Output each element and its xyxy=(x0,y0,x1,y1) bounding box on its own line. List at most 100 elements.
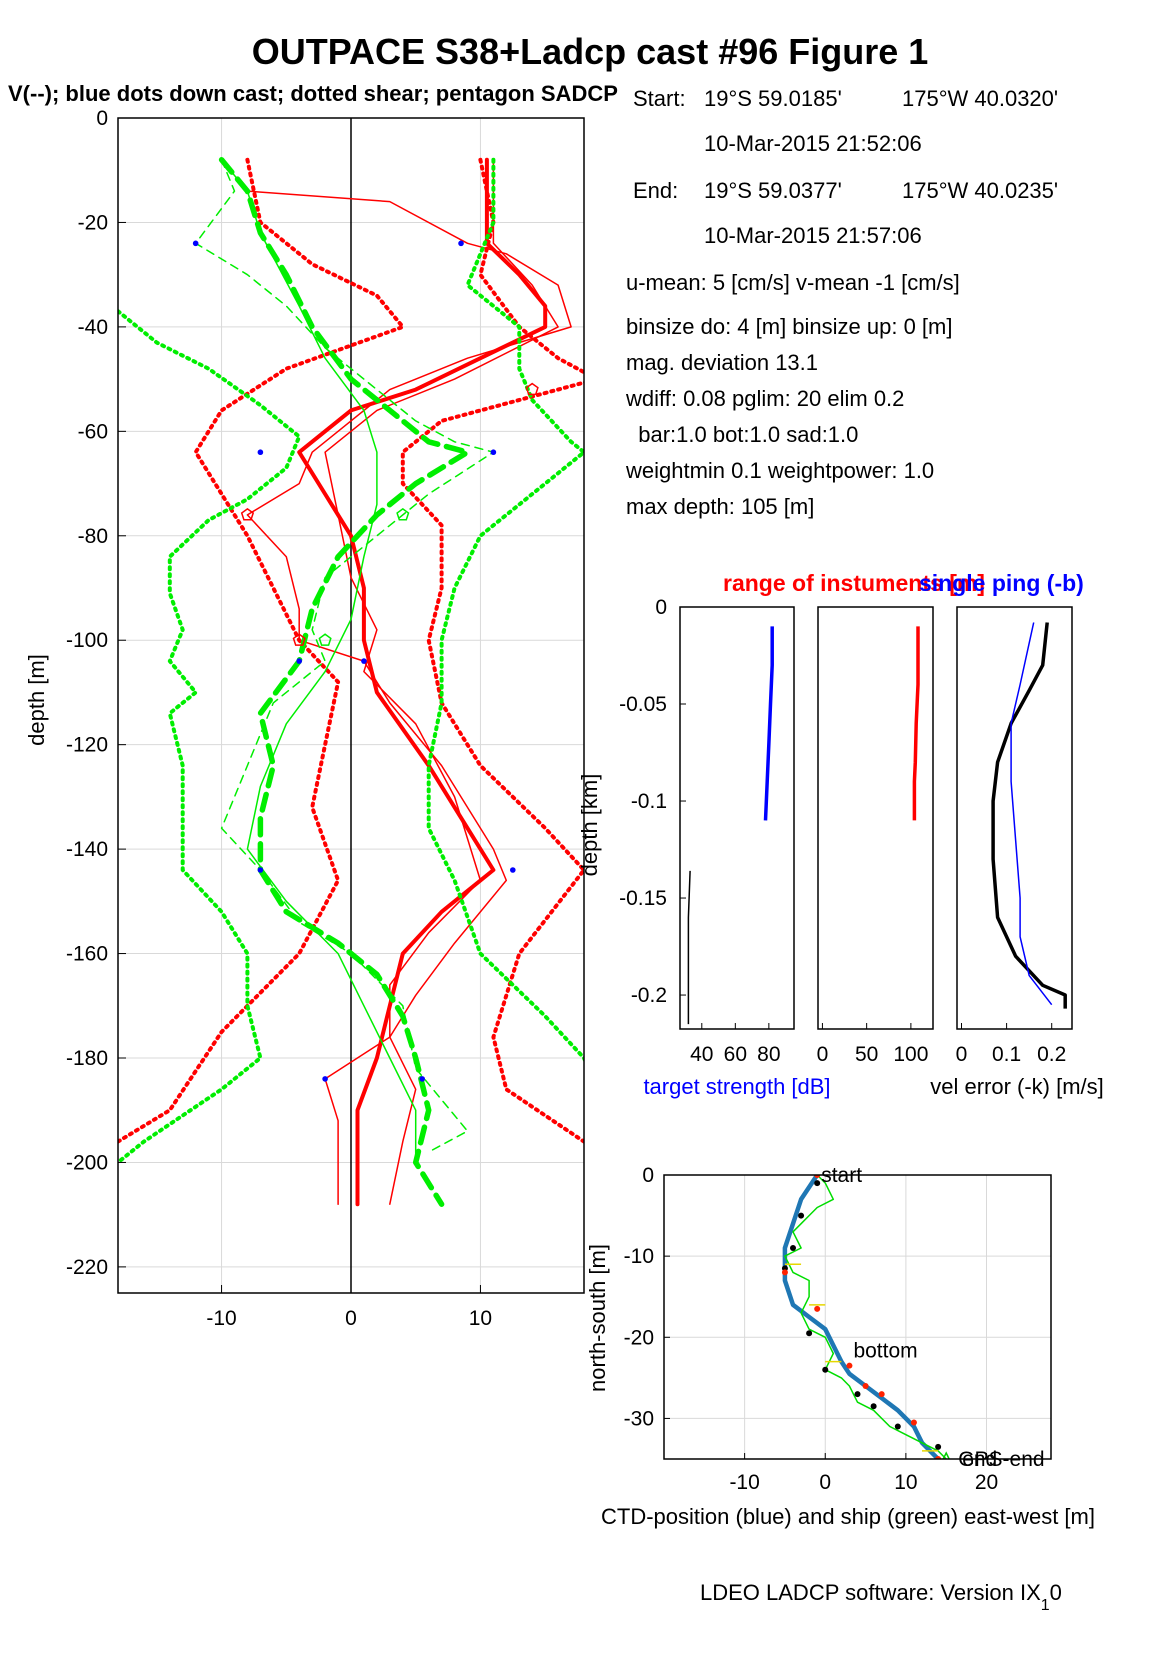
ship-fix-dot xyxy=(798,1212,805,1219)
y-tick-label: -20 xyxy=(78,211,108,234)
y-tick-label: -60 xyxy=(78,420,108,443)
target-strength-xlabel: target strength [dB] xyxy=(643,1074,830,1099)
panel-x-tick-label: 0.2 xyxy=(1037,1043,1066,1066)
panel-x-tick-label: 50 xyxy=(855,1043,878,1066)
velocity-error-frame xyxy=(956,606,1073,1030)
downcast-dot xyxy=(192,240,199,247)
weightmin: weightmin 0.1 weightpower: 1.0 xyxy=(625,458,934,483)
downcast-dot xyxy=(322,1076,328,1082)
panel-series-line xyxy=(1010,622,1053,1006)
target-strength-frame xyxy=(679,606,795,1030)
wdiff: wdiff: 0.08 pglim: 20 elim 0.2 xyxy=(625,386,904,411)
downcast-dot xyxy=(257,449,264,456)
velocity-series-line xyxy=(220,159,417,1164)
pos-y-tick-label: -20 xyxy=(624,1326,654,1349)
y-tick-label: 0 xyxy=(96,107,108,130)
ctd-fix-dot xyxy=(910,1419,917,1426)
velocity-series-line xyxy=(426,157,584,1064)
ctd-position-series xyxy=(781,1175,951,1459)
velocity-profile-ticks: -10 0 100-20-40-60-80-100-120-140-160-180-… xyxy=(66,107,492,1330)
range-axes xyxy=(817,606,934,1030)
pos-x-tick-label: -10 xyxy=(729,1471,759,1494)
ctd-fix-dot xyxy=(814,1305,821,1312)
downcast-dot xyxy=(419,1076,425,1082)
panel-y-tick-label: 0 xyxy=(655,596,667,619)
velocity-series-line xyxy=(118,309,302,1165)
sadcp-pentagon xyxy=(240,507,255,521)
panel-x-tick-label: 60 xyxy=(724,1043,747,1066)
y-tick-label: -220 xyxy=(66,1256,108,1279)
binsize: binsize do: 4 [m] binsize up: 0 [m] xyxy=(626,314,953,339)
panel-y-tick-label: -0.2 xyxy=(631,984,667,1007)
y-tick-label: -80 xyxy=(78,525,108,548)
velocity-series-line xyxy=(118,157,405,1144)
velocity-series-line xyxy=(297,157,548,1207)
downcast-dot xyxy=(458,240,464,247)
downcast-dot xyxy=(257,867,264,873)
position-annotation: start xyxy=(821,1164,862,1187)
position-annotation: end xyxy=(962,1448,997,1471)
downcast-dot xyxy=(296,658,303,664)
panel-y-tick-label: -0.15 xyxy=(619,887,667,910)
sadcp-pentagon xyxy=(292,633,306,646)
ctd-position-frame xyxy=(663,1174,1052,1460)
velocity-series-line xyxy=(324,159,559,1205)
start-time: 10-Mar-2015 21:52:06 xyxy=(704,131,922,156)
pos-x-tick-label: 20 xyxy=(975,1471,998,1494)
ship-fix-dot xyxy=(854,1391,861,1398)
cast-info: Start: 19°S 59.0185' 175°W 40.0320' 10-M… xyxy=(625,86,1058,519)
software-version: LDEO LADCP software: Version IX10 xyxy=(700,1580,1062,1614)
figure-subtitle: V(--); blue dots down cast; dotted shear… xyxy=(8,81,618,106)
ship-fix-dot xyxy=(894,1423,901,1430)
ship-track xyxy=(784,1175,947,1459)
ctd-track xyxy=(782,1175,940,1459)
panel-x-tick-label: 80 xyxy=(757,1043,780,1066)
mag-deviation: mag. deviation 13.1 xyxy=(626,350,818,375)
sadcp-pentagon xyxy=(525,382,539,396)
panel-x-tick-label: 40 xyxy=(690,1043,713,1066)
ship-fix-dot xyxy=(822,1366,829,1373)
panel-x-tick-label: 0 xyxy=(956,1043,968,1066)
ctd-fix-dot xyxy=(878,1391,885,1398)
panel-x-tick-label: 0 xyxy=(817,1043,829,1066)
software-suffix: 0 xyxy=(1050,1580,1062,1605)
y-tick-label: -120 xyxy=(66,734,108,757)
y-tick-label: -160 xyxy=(66,943,108,966)
range-frame xyxy=(817,606,934,1030)
ship-fix-dot xyxy=(814,1180,821,1187)
x-tick-label: 10 xyxy=(469,1307,492,1330)
y-tick-label: -100 xyxy=(66,629,108,652)
downcast-dot xyxy=(361,658,367,664)
mean-velocity: u-mean: 5 [cm/s] v-mean -1 [cm/s] xyxy=(626,270,960,295)
start-label: Start: xyxy=(633,86,686,111)
velocity-series-line xyxy=(218,157,471,1207)
panel-x-tick-label: 100 xyxy=(893,1043,928,1066)
velocity-error-xlabel: vel error (-k) [m/s] xyxy=(930,1074,1104,1099)
panel-series-line xyxy=(912,626,920,821)
ship-fix-dot xyxy=(870,1403,877,1410)
sadcp-pentagon xyxy=(318,633,332,646)
panel-series-line xyxy=(763,626,774,821)
panel-series-line xyxy=(991,622,1067,1009)
pos-x-tick-label: 10 xyxy=(894,1471,917,1494)
small-panel-ticks: 40 60 80 0 50 100 0 0.1 0.2 0 -0.05 -0.1 -0.15 -0.2 xyxy=(619,596,1066,1066)
pos-y-tick-label: -10 xyxy=(624,1245,654,1268)
x-tick-label: 0 xyxy=(345,1307,357,1330)
downcast-dot xyxy=(490,449,497,456)
ctd-position-xlabel: CTD-position (blue) and ship (green) eas… xyxy=(601,1504,1095,1529)
downcast-dot xyxy=(510,867,516,873)
software-name: LDEO LADCP software: Version IX xyxy=(700,1580,1041,1605)
start-lat: 19°S 59.0185' xyxy=(704,86,842,111)
y-tick-label: -200 xyxy=(66,1151,108,1174)
panel-x-tick-label: 0.1 xyxy=(992,1043,1021,1066)
figure-title: OUTPACE S38+Ladcp cast #96 Figure 1 xyxy=(252,31,929,72)
y-tick-label: -40 xyxy=(78,316,108,339)
panel-series-line xyxy=(687,870,691,1025)
position-annotation: GPS-end xyxy=(958,1448,1044,1471)
small-panel-ylabel: depth [km] xyxy=(577,774,602,877)
y-tick-label: -180 xyxy=(66,1047,108,1070)
velocity-error-axes xyxy=(956,606,1073,1030)
pos-y-tick-label: 0 xyxy=(642,1164,654,1187)
